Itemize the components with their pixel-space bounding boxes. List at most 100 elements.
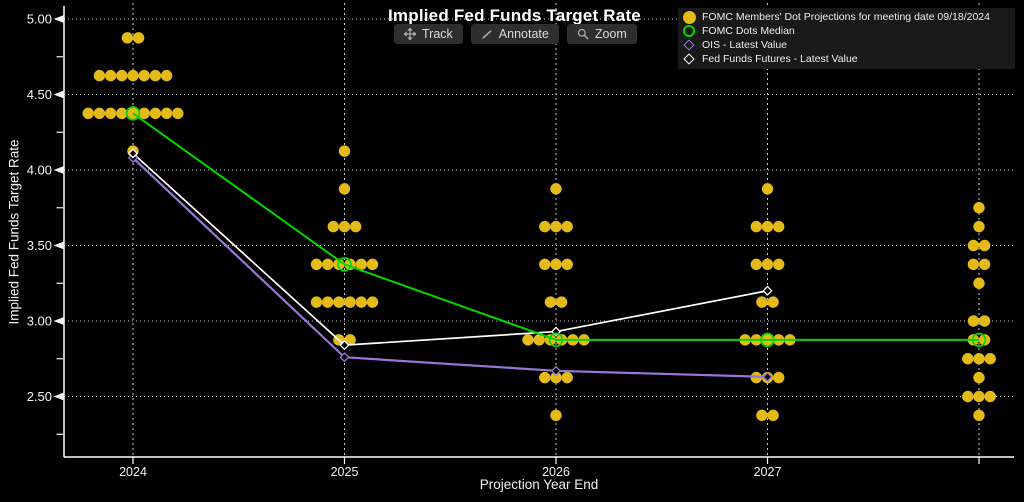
fomc-dot — [973, 371, 985, 384]
latest-value-diamond — [339, 340, 350, 351]
fomc-dot — [550, 371, 562, 384]
fomc-dot — [973, 220, 985, 233]
y-major-tick — [53, 392, 64, 401]
median-circle — [337, 257, 352, 272]
latest-value-diamond — [127, 148, 139, 159]
fomc-dot — [138, 107, 150, 120]
annotate-button[interactable]: Annotate — [470, 24, 559, 44]
latest-value-diamond — [762, 371, 773, 382]
fomc-dot — [550, 409, 562, 422]
fomc-dot — [967, 258, 980, 271]
legend-label: OIS - Latest Value — [702, 39, 788, 51]
fomc-dot — [104, 69, 117, 82]
median-circle — [125, 106, 141, 121]
toolbar: Track Annotate Zoom — [394, 24, 637, 44]
fomc-dot — [160, 107, 173, 120]
fomc-dot — [116, 107, 128, 120]
fomc-dot — [82, 107, 94, 120]
series-line-1 — [132, 152, 768, 347]
fomc-dot — [127, 69, 139, 82]
fomc-dot — [973, 409, 985, 422]
fomc-dot — [773, 220, 785, 233]
fomc-dot — [344, 334, 356, 346]
fomc-dot — [962, 353, 974, 365]
fomc-dot — [550, 258, 562, 271]
fomc-dot — [761, 183, 774, 195]
median-circle — [760, 332, 775, 348]
fomc-dot — [978, 239, 991, 252]
legend-label: Fed Funds Futures - Latest Value — [702, 53, 858, 65]
fomc-dot — [973, 202, 985, 214]
fomc-dot — [327, 220, 339, 233]
fomc-dot — [350, 220, 362, 233]
open-diamond-icon — [681, 39, 697, 51]
y-major-tick — [53, 317, 64, 325]
fomc-dot — [773, 371, 785, 384]
legend-label: FOMC Members' Dot Projections for meetin… — [702, 11, 990, 23]
fomc-dot — [773, 258, 785, 271]
fomc-dot — [767, 296, 779, 308]
legend-item-fomc-dots[interactable]: FOMC Members' Dot Projections for meetin… — [681, 10, 1015, 24]
open-diamond-icon — [681, 53, 697, 65]
y-major-tick — [53, 241, 64, 250]
filled-circle-icon — [681, 10, 697, 24]
fomc-dot — [116, 69, 128, 82]
track-button[interactable]: Track — [394, 24, 463, 44]
fomc-dot — [338, 220, 351, 233]
fomc-dot — [978, 315, 991, 327]
fomc-dot — [967, 239, 980, 252]
fomc-dot — [539, 258, 551, 271]
fomc-dot — [93, 69, 106, 82]
fomc-dot — [366, 296, 379, 308]
fomc-dot — [366, 258, 379, 271]
y-tick-label: 4.00 — [27, 163, 52, 178]
y-tick-label: 2.50 — [27, 389, 52, 404]
fomc-dot — [984, 353, 996, 365]
annotate-pencil-icon — [481, 30, 492, 39]
x-axis-title: Projection Year End — [479, 477, 599, 492]
legend-label: FOMC Dots Median — [702, 25, 795, 37]
latest-value-diamond — [550, 365, 562, 376]
fomc-dot — [355, 296, 367, 308]
fomc-dot — [550, 183, 562, 195]
fomc-dot — [750, 220, 762, 233]
open-circle-icon — [681, 25, 697, 37]
fomc-dot — [93, 107, 106, 120]
fomc-dot — [967, 315, 980, 327]
legend-item-ois[interactable]: OIS - Latest Value — [681, 38, 1015, 52]
fomc-dot — [322, 296, 334, 308]
fomc-dot — [750, 258, 762, 271]
fomc-dot — [539, 371, 551, 384]
fomc-dot — [344, 296, 356, 308]
dot-column-2024 — [82, 32, 184, 157]
y-axis-title: Implied Fed Funds Target Rate — [6, 139, 22, 325]
fomc-dot — [756, 409, 768, 422]
fomc-dot — [561, 258, 573, 271]
zoom-button[interactable]: Zoom — [566, 24, 637, 44]
fomc-dot — [984, 390, 996, 403]
zoom-magnifier-icon — [577, 28, 589, 40]
x-tick-label: 2027 — [754, 465, 782, 479]
track-button-label: Track — [422, 27, 453, 41]
fomc-dot — [522, 334, 534, 346]
y-major-tick — [53, 90, 64, 99]
fomc-dot — [310, 296, 323, 308]
fomc-dot — [555, 296, 568, 308]
y-major-tick — [53, 15, 64, 23]
fomc-dot — [973, 353, 985, 365]
fomc-dot — [355, 258, 367, 271]
chart-title: Implied Fed Funds Target Rate — [388, 6, 641, 25]
x-tick-label: 2026 — [542, 465, 570, 479]
series-line-0 — [132, 112, 979, 341]
x-tick-label: 2025 — [331, 465, 359, 479]
y-tick-label: 3.50 — [27, 238, 52, 253]
dot-column-2025 — [310, 145, 379, 346]
y-tick-label: 5.00 — [27, 12, 52, 27]
legend-item-fed-funds-futures[interactable]: Fed Funds Futures - Latest Value — [681, 52, 1015, 66]
fomc-dot — [973, 277, 985, 289]
fomc-dot — [310, 258, 323, 271]
fomc-dot — [338, 145, 351, 157]
legend-item-fomc-median[interactable]: FOMC Dots Median — [681, 24, 1015, 38]
